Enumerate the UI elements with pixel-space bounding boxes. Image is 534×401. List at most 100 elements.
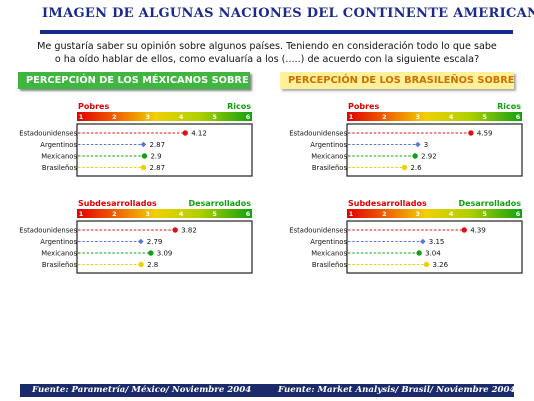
category-label: Mexicanos (41, 153, 77, 161)
data-label: 3.04 (425, 250, 441, 258)
scale-bar (347, 209, 522, 218)
category-label: Mexicanos (41, 250, 77, 258)
tick-label: 4 (179, 113, 184, 121)
data-point (141, 153, 148, 159)
data-label: 3.15 (429, 238, 445, 246)
data-point (415, 141, 421, 148)
category-label: Argentinos (40, 141, 77, 149)
tick-label: 1 (79, 210, 84, 218)
category-label: Brasileños (312, 164, 348, 172)
title-rule (40, 30, 513, 34)
data-label: 2.92 (421, 153, 437, 161)
intro-text: Me gustaría saber su opinión sobre algun… (20, 40, 514, 66)
chart-mexicans-development: Subdesarrollados Desarrollados 1 2 3 4 5 6 Estad… (19, 199, 253, 274)
tick-label: 4 (179, 210, 184, 218)
data-point (420, 238, 426, 245)
tick-label: 1 (349, 210, 354, 218)
scale-low-label: Subdesarrollados (348, 199, 427, 208)
data-point (148, 250, 154, 256)
data-label: 3.26 (432, 261, 448, 269)
data-label: 4.39 (470, 227, 486, 235)
scale-low-label: Pobres (348, 102, 379, 111)
data-label: 3 (424, 141, 428, 149)
tick-label: 5 (212, 113, 217, 121)
category-label: Brasileños (42, 261, 78, 269)
data-point (140, 164, 147, 171)
scale-low-label: Subdesarrollados (78, 199, 157, 208)
tick-label: 3 (146, 210, 151, 218)
data-point (461, 227, 467, 233)
tick-label: 2 (382, 210, 387, 218)
category-label: Argentinos (310, 141, 347, 149)
data-point (138, 261, 144, 268)
tick-label: 2 (112, 210, 117, 218)
tick-label: 2 (112, 113, 117, 121)
scale-high-label: Ricos (497, 102, 521, 111)
chart-mexicans-wealth: Pobres Ricos 1 2 3 4 5 6 Estadounidenses 4.12 Arge… (19, 102, 253, 177)
data-label: 4.59 (477, 130, 493, 138)
scale-bar (77, 209, 252, 218)
tick-label: 3 (416, 113, 421, 121)
intro-line-2: o ha oído hablar de ellos, como evaluarí… (54, 54, 480, 65)
data-point (172, 227, 178, 233)
banner-brazilians: PERCEPCIÓN DE LOS BRASILEÑOS SOBRE (280, 72, 515, 89)
category-label: Estadounidenses (19, 227, 77, 235)
tick-label: 3 (416, 210, 421, 218)
data-label: 2.9 (150, 153, 161, 161)
data-point (401, 164, 408, 171)
tick-label: 5 (482, 113, 487, 121)
tick-label: 4 (449, 113, 454, 121)
data-point (468, 130, 474, 136)
data-point (423, 261, 430, 268)
data-label: 2.87 (149, 164, 165, 172)
category-label: Estadounidenses (289, 130, 347, 138)
data-label: 2.6 (410, 164, 422, 172)
plot-box (76, 220, 253, 274)
scale-bar (77, 112, 252, 121)
source-right: Fuente: Market Analysis/ Brasil/ Noviemb… (278, 385, 516, 395)
plot-box (346, 220, 523, 274)
tick-label: 6 (516, 210, 521, 218)
plot-box (76, 123, 253, 177)
scale-high-label: Desarrollados (189, 199, 252, 208)
data-label: 2.8 (147, 261, 158, 269)
data-point (140, 141, 147, 148)
plot-box (346, 123, 523, 177)
scale-high-label: Desarrollados (459, 199, 522, 208)
tick-label: 1 (79, 113, 84, 121)
data-point (182, 130, 188, 136)
source-left: Fuente: Parametría/ México/ Noviembre 20… (32, 385, 252, 395)
category-label: Estadounidenses (289, 227, 347, 235)
page-title: IMAGEN DE ALGUNAS NACIONES DEL CONTINENT… (42, 6, 534, 21)
category-label: Argentinos (40, 238, 77, 246)
banner-mexicans: PERCEPCIÓN DE LOS MÉXICANOS SOBRE (18, 72, 250, 89)
data-label: 3.09 (157, 250, 173, 258)
tick-label: 6 (246, 210, 251, 218)
tick-label: 1 (349, 113, 354, 121)
tick-label: 4 (449, 210, 454, 218)
scale-high-label: Ricos (227, 102, 251, 111)
tick-label: 5 (482, 210, 487, 218)
scale-bar (347, 112, 522, 121)
tick-label: 6 (246, 113, 251, 121)
category-label: Brasileños (312, 261, 348, 269)
category-label: Mexicanos (311, 250, 347, 258)
category-label: Estadounidenses (19, 130, 77, 138)
data-label: 2.79 (147, 238, 163, 246)
data-label: 3.82 (181, 227, 197, 235)
chart-brazilians-development: Subdesarrollados Desarrollados 1 2 3 4 5 6 Estad… (289, 199, 523, 274)
tick-label: 3 (146, 113, 151, 121)
data-label: 2.87 (149, 141, 165, 149)
scale-low-label: Pobres (78, 102, 109, 111)
data-point (137, 238, 144, 245)
chart-brazilians-wealth: Pobres Ricos 1 2 3 4 5 6 Estadounidenses 4.59 Arge… (289, 102, 523, 177)
footer-bar (20, 384, 514, 397)
data-point (416, 250, 422, 256)
tick-label: 6 (516, 113, 521, 121)
category-label: Mexicanos (311, 153, 347, 161)
tick-label: 5 (212, 210, 217, 218)
data-label: 4.12 (191, 130, 207, 138)
data-point (412, 153, 418, 159)
category-label: Brasileños (42, 164, 78, 172)
